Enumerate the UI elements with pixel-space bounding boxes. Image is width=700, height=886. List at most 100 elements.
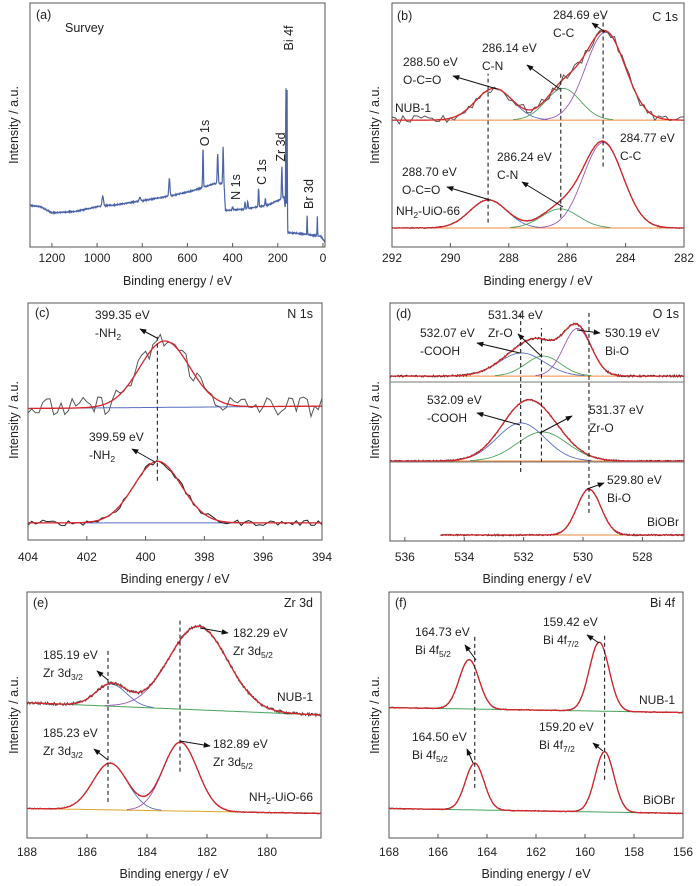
panel-title: N 1s: [287, 307, 313, 321]
peak-assignment-label: Zr-O: [488, 326, 513, 340]
subscript: 3/2: [71, 672, 83, 682]
x-axis-label: Binding energy / eV: [482, 572, 592, 586]
x-tick-label: 158: [624, 845, 644, 859]
peak-assignment-label: Bi 4f5/2: [415, 643, 451, 659]
x-axis-label: Binding energy / eV: [120, 572, 230, 586]
y-axis-label: Intensity / a.u.: [7, 381, 21, 459]
assignment-text: Bi-O: [605, 344, 629, 358]
panel-title: Bi 4f: [650, 596, 676, 610]
subscript: 7/2: [563, 744, 575, 754]
subscript: 2: [266, 796, 271, 806]
panel-b: NUB-1 NH2-UiO-66 284.69 eV C-C 286.14 eV C-N 2…: [368, 2, 694, 288]
subscript: 5/2: [241, 761, 253, 771]
x-tick-label: 800: [132, 251, 152, 265]
x-tick-label: 186: [77, 845, 97, 859]
peak-energy-label: 286.14 eV: [482, 41, 537, 55]
y-axis-label: Intensity / a.u.: [368, 676, 382, 754]
assignment-text: Bi 4f: [539, 738, 564, 752]
peak-assignment-label: O-C=O: [402, 183, 440, 197]
subscript: 5/2: [439, 649, 451, 659]
peak-energy-label: 288.70 eV: [402, 165, 457, 179]
x-tick-label: 180: [257, 845, 277, 859]
x-tick-label: 530: [573, 550, 593, 564]
peak-assignment-label: C-C: [553, 26, 575, 40]
x-tick-label: 600: [177, 251, 197, 265]
x-tick-label: 284: [616, 251, 636, 265]
peak-energy-label: 532.07 eV: [420, 326, 475, 340]
peak-assignment-label: Zr-O: [589, 421, 614, 435]
peak-energy-label: 185.23 eV: [43, 726, 98, 740]
y-axis-label: Intensity / a.u.: [7, 86, 21, 164]
panel-title: C 1s: [652, 10, 678, 24]
peak-energy-label: 530.19 eV: [605, 326, 660, 340]
fitted-envelope-line: [392, 140, 684, 229]
x-tick-label: 288: [499, 251, 519, 265]
peak-energy-label: 529.80 eV: [607, 473, 662, 487]
assignment-text: Zr 3d: [43, 666, 71, 680]
x-tick-label: 404: [18, 550, 38, 564]
peak-label-n-1s: N 1s: [229, 174, 243, 200]
assignment-text: Zr 3d: [233, 644, 261, 658]
peak-assignment-label: C-C: [620, 149, 642, 163]
x-tick-label: 166: [428, 845, 448, 859]
x-tick-label: 394: [312, 550, 332, 564]
panel-title: Zr 3d: [284, 596, 313, 610]
component-peak-159.2: [575, 751, 634, 813]
subscript: 2: [413, 210, 418, 220]
measured-spectrum-line: [27, 333, 323, 419]
x-axis-label: Binding energy / eV: [119, 867, 229, 881]
peak-energy-label: 532.09 eV: [427, 393, 482, 407]
annotation-arrow: [464, 644, 477, 661]
peak-label-bi-4f: Bi 4f: [282, 25, 296, 51]
panel-letter: (d): [396, 307, 411, 321]
peak-assignment-label: Bi-O: [605, 344, 629, 358]
peak-energy-label: 164.73 eV: [415, 625, 470, 639]
annotation-arrow: [521, 181, 564, 208]
fitted-envelope-line: [389, 751, 683, 815]
annotation-arrow: [526, 64, 561, 90]
peak-energy-label: 531.34 eV: [488, 308, 543, 322]
x-tick-label: 168: [379, 845, 399, 859]
fitted-envelope-line: [440, 488, 684, 536]
peak-energy-label: 182.29 eV: [233, 626, 288, 640]
x-tick-label: 286: [557, 251, 577, 265]
peak-energy-label: 399.59 eV: [89, 430, 144, 444]
peak-assignment-label: C-N: [497, 168, 518, 182]
sample-label: NH2-UiO-66: [249, 790, 313, 806]
plot-frame: [29, 2, 326, 248]
sample-label: BiOBr: [647, 515, 679, 529]
fitted-envelope-line: [28, 460, 322, 524]
panel-letter: (c): [35, 306, 50, 320]
peak-assignment-label: -COOH: [420, 344, 460, 358]
x-tick-label: 400: [223, 251, 243, 265]
assignment-text: C-N: [497, 168, 518, 182]
peak-assignment-label: -NH2: [89, 448, 115, 464]
plot-frame: [27, 302, 323, 541]
x-tick-label: 536: [395, 550, 415, 564]
x-tick-label: 290: [440, 251, 460, 265]
component-peak-159.42: [568, 641, 631, 712]
annotation-arrow: [576, 329, 601, 335]
annotation-arrow: [476, 411, 521, 426]
peak-assignment-label: Zr 3d5/2: [233, 644, 273, 660]
peak-assignment-label: Zr 3d3/2: [43, 666, 83, 682]
plot-frame: [391, 2, 685, 248]
assignment-text: O-C=O: [402, 183, 440, 197]
panel-a: O 1s N 1s C 1s Zr 3d Bi 4f Br 3d 1200 1000 800 60…: [7, 2, 327, 288]
sample-name-rest: -UiO-66: [418, 204, 460, 218]
sample-name: NH: [249, 790, 266, 804]
subscript: 5/2: [261, 650, 273, 660]
x-tick-label: 164: [477, 845, 497, 859]
peak-label-c-1s: C 1s: [255, 159, 269, 185]
annotation-arrow: [591, 22, 606, 33]
peak-assignment-label: Bi-O: [607, 491, 631, 505]
assignment-text: -COOH: [427, 411, 467, 425]
fitted-envelope-line: [27, 741, 321, 815]
panel-letter: (e): [33, 596, 48, 610]
sample-name: NUB-1: [277, 690, 313, 704]
assignment-text: C-N: [482, 59, 503, 73]
